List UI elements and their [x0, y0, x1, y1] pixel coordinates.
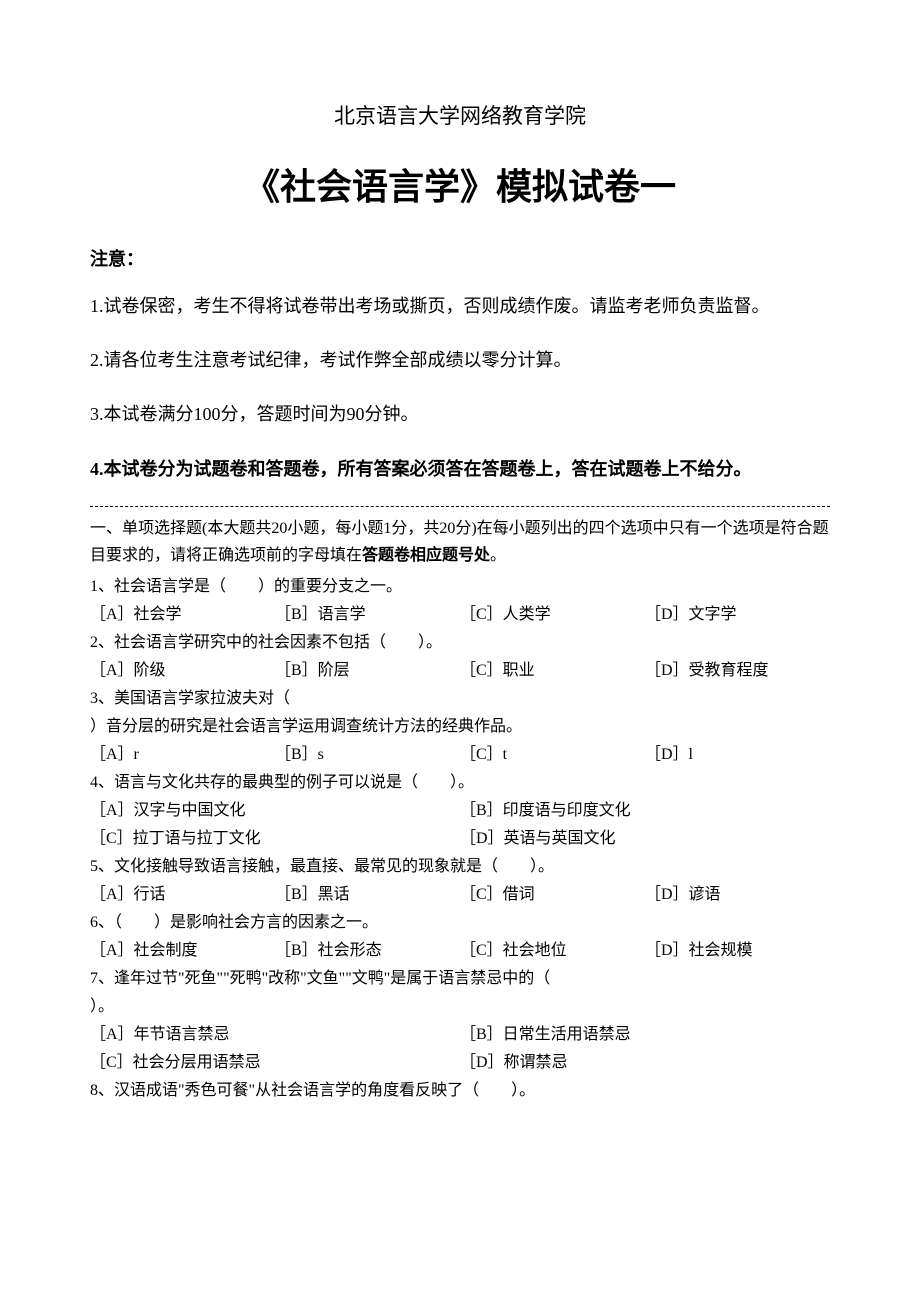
question-2-option-A: ［A］阶级 [90, 657, 275, 685]
question-1-option-D: ［D］文字学 [645, 601, 830, 629]
question-5-options: ［A］行话［B］黑话［C］借词［D］谚语 [90, 881, 830, 909]
question-6-option-D: ［D］社会规模 [645, 937, 830, 965]
question-6-option-C: ［C］社会地位 [460, 937, 645, 965]
question-4: 4、语言与文化共存的最典型的例子可以说是（ ）。［A］汉字与中国文化［B］印度语… [90, 769, 830, 853]
question-1-text: 1、社会语言学是（ ）的重要分支之一。 [90, 573, 830, 601]
question-6-option-A: ［A］社会制度 [90, 937, 275, 965]
question-3: 3、美国语言学家拉波夫对（）音分层的研究是社会语言学运用调查统计方法的经典作品。… [90, 685, 830, 769]
question-7-text: 7、逢年过节"死鱼""死鸭"改称"文鱼""文鸭"是属于语言禁忌中的（）。 [90, 965, 830, 1021]
question-7: 7、逢年过节"死鱼""死鸭"改称"文鱼""文鸭"是属于语言禁忌中的（）。［A］年… [90, 965, 830, 1077]
question-7-option-C: ［C］社会分层用语禁忌 [90, 1049, 460, 1077]
notice-item-4: 4.本试卷分为试题卷和答题卷，所有答案必须答在答题卷上，答在试题卷上不给分。 [90, 452, 830, 486]
question-3-option-C: ［C］t [460, 741, 645, 769]
question-3-option-B: ［B］s [275, 741, 460, 769]
section-intro-bold: 答题卷相应题号处 [362, 547, 490, 564]
section-1-header: 一、单项选择题(本大题共20小题，每小题1分，共20分)在每小题列出的四个选项中… [90, 515, 830, 569]
question-6-option-B: ［B］社会形态 [275, 937, 460, 965]
question-4-text: 4、语言与文化共存的最典型的例子可以说是（ ）。 [90, 769, 830, 797]
question-7-option-D: ［D］称谓禁忌 [460, 1049, 830, 1077]
question-7-options: ［A］年节语言禁忌［B］日常生活用语禁忌［C］社会分层用语禁忌［D］称谓禁忌 [90, 1021, 830, 1077]
section-intro-post: 。 [490, 547, 506, 564]
notice-item-3: 3.本试卷满分100分，答题时间为90分钟。 [90, 397, 830, 431]
notice-item-1: 1.试卷保密，考生不得将试卷带出考场或撕页，否则成绩作废。请监考老师负责监督。 [90, 289, 830, 323]
section-divider [90, 506, 830, 507]
question-1-option-B: ［B］语言学 [275, 601, 460, 629]
question-3-options: ［A］r［B］s［C］t［D］l [90, 741, 830, 769]
question-4-option-A: ［A］汉字与中国文化 [90, 797, 460, 825]
question-5-option-A: ［A］行话 [90, 881, 275, 909]
exam-title: 《社会语言学》模拟试卷一 [90, 158, 830, 210]
question-8-text: 8、汉语成语"秀色可餐"从社会语言学的角度看反映了（ ）。 [90, 1077, 830, 1105]
question-5-option-B: ［B］黑话 [275, 881, 460, 909]
question-2-options: ［A］阶级［B］阶层［C］职业［D］受教育程度 [90, 657, 830, 685]
notice-header: 注意： [90, 245, 830, 271]
question-8: 8、汉语成语"秀色可餐"从社会语言学的角度看反映了（ ）。 [90, 1077, 830, 1105]
question-2-option-D: ［D］受教育程度 [645, 657, 830, 685]
notice-list: 1.试卷保密，考生不得将试卷带出考场或撕页，否则成绩作废。请监考老师负责监督。 2… [90, 289, 830, 486]
question-6-text: 6、（ ）是影响社会方言的因素之一。 [90, 909, 830, 937]
question-2-option-C: ［C］职业 [460, 657, 645, 685]
question-4-option-C: ［C］拉丁语与拉丁文化 [90, 825, 460, 853]
question-1-option-C: ［C］人类学 [460, 601, 645, 629]
question-3-text: 3、美国语言学家拉波夫对（）音分层的研究是社会语言学运用调查统计方法的经典作品。 [90, 685, 830, 741]
question-5-option-D: ［D］谚语 [645, 881, 830, 909]
question-7-option-B: ［B］日常生活用语禁忌 [460, 1021, 830, 1049]
question-1-option-A: ［A］社会学 [90, 601, 275, 629]
question-4-option-B: ［B］印度语与印度文化 [460, 797, 830, 825]
question-4-options: ［A］汉字与中国文化［B］印度语与印度文化［C］拉丁语与拉丁文化［D］英语与英国… [90, 797, 830, 853]
question-3-option-D: ［D］l [645, 741, 830, 769]
question-7-option-A: ［A］年节语言禁忌 [90, 1021, 460, 1049]
question-6: 6、（ ）是影响社会方言的因素之一。［A］社会制度［B］社会形态［C］社会地位［… [90, 909, 830, 965]
question-6-options: ［A］社会制度［B］社会形态［C］社会地位［D］社会规模 [90, 937, 830, 965]
question-4-option-D: ［D］英语与英国文化 [460, 825, 830, 853]
question-2-text: 2、社会语言学研究中的社会因素不包括（ ）。 [90, 629, 830, 657]
question-5: 5、文化接触导致语言接触，最直接、最常见的现象就是（ ）。［A］行话［B］黑话［… [90, 853, 830, 909]
question-5-text: 5、文化接触导致语言接触，最直接、最常见的现象就是（ ）。 [90, 853, 830, 881]
question-2: 2、社会语言学研究中的社会因素不包括（ ）。［A］阶级［B］阶层［C］职业［D］… [90, 629, 830, 685]
question-5-option-C: ［C］借词 [460, 881, 645, 909]
question-3-option-A: ［A］r [90, 741, 275, 769]
notice-item-2: 2.请各位考生注意考试纪律，考试作弊全部成绩以零分计算。 [90, 343, 830, 377]
institution-name: 北京语言大学网络教育学院 [90, 100, 830, 130]
question-1-options: ［A］社会学［B］语言学［C］人类学［D］文字学 [90, 601, 830, 629]
questions-list: 1、社会语言学是（ ）的重要分支之一。［A］社会学［B］语言学［C］人类学［D］… [90, 573, 830, 1105]
question-2-option-B: ［B］阶层 [275, 657, 460, 685]
question-1: 1、社会语言学是（ ）的重要分支之一。［A］社会学［B］语言学［C］人类学［D］… [90, 573, 830, 629]
